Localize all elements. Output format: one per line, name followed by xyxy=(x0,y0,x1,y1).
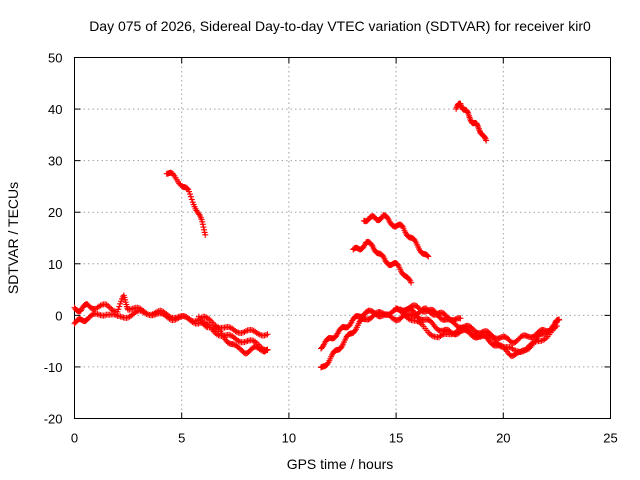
y-tick-label: -20 xyxy=(44,412,63,427)
x-tick-label: 5 xyxy=(178,431,185,446)
data-point xyxy=(346,322,353,329)
data-point xyxy=(116,303,123,310)
series-arc-10 xyxy=(360,212,432,260)
data-point xyxy=(425,253,432,260)
y-tick-label: 40 xyxy=(48,102,62,117)
series-arc-3 xyxy=(195,313,271,357)
data-point xyxy=(203,323,210,330)
data-point xyxy=(243,338,250,345)
data-point xyxy=(379,252,386,259)
plot-frame xyxy=(74,57,611,419)
x-tick-label: 15 xyxy=(389,431,403,446)
data-point xyxy=(115,306,122,313)
data-point xyxy=(103,301,110,308)
data-point xyxy=(457,315,464,322)
data-point xyxy=(424,252,431,259)
data-points xyxy=(71,100,563,371)
series-arc-8 xyxy=(397,305,563,360)
data-point xyxy=(360,244,367,251)
data-point xyxy=(188,196,195,203)
data-point xyxy=(199,221,206,228)
data-point xyxy=(264,346,271,353)
data-point xyxy=(556,316,563,323)
data-point xyxy=(368,241,375,248)
data-point xyxy=(408,279,415,286)
y-tick-label: -10 xyxy=(44,360,63,375)
data-point xyxy=(483,137,490,144)
y-tick-label: 20 xyxy=(48,205,62,220)
data-point xyxy=(262,332,269,339)
y-axis-label: SDTVAR / TECUs xyxy=(5,182,21,294)
data-point xyxy=(473,121,480,128)
data-point xyxy=(102,312,109,319)
series-arc-11 xyxy=(453,100,490,144)
x-tick-label: 25 xyxy=(603,431,617,446)
series-arc-4 xyxy=(163,169,209,238)
data-point xyxy=(324,360,331,367)
data-point xyxy=(106,304,113,311)
y-tick-label: 0 xyxy=(55,308,62,323)
data-point xyxy=(213,331,220,338)
data-point xyxy=(200,224,207,231)
grid-lines xyxy=(74,57,611,419)
x-tick-label: 20 xyxy=(496,431,510,446)
data-point xyxy=(394,261,401,268)
chart-title: Day 075 of 2026, Sidereal Day-to-day VTE… xyxy=(89,18,591,34)
data-point xyxy=(117,300,124,307)
data-point xyxy=(264,331,271,338)
data-point xyxy=(411,236,418,243)
y-tick-label: 30 xyxy=(48,154,62,169)
data-point xyxy=(184,185,191,192)
data-point xyxy=(428,318,435,325)
series-arc-2 xyxy=(71,307,271,354)
x-axis-label: GPS time / hours xyxy=(287,456,394,472)
data-point xyxy=(464,108,471,115)
data-point xyxy=(226,324,233,331)
x-tick-label: 10 xyxy=(282,431,296,446)
data-point xyxy=(201,226,208,233)
axis-ticks: 0 5 10 15 20 25 -20 -10 0 10 20 30 40 50 xyxy=(44,51,618,446)
series-arc-9 xyxy=(350,238,415,286)
y-tick-label: 10 xyxy=(48,257,62,272)
data-point xyxy=(187,193,194,200)
data-point xyxy=(481,134,488,141)
x-tick-label: 0 xyxy=(71,431,78,446)
data-point xyxy=(252,338,259,345)
data-point xyxy=(204,315,211,322)
data-point xyxy=(186,191,193,198)
data-point xyxy=(112,312,119,319)
y-tick-label: 50 xyxy=(48,51,62,66)
data-point xyxy=(202,231,209,238)
